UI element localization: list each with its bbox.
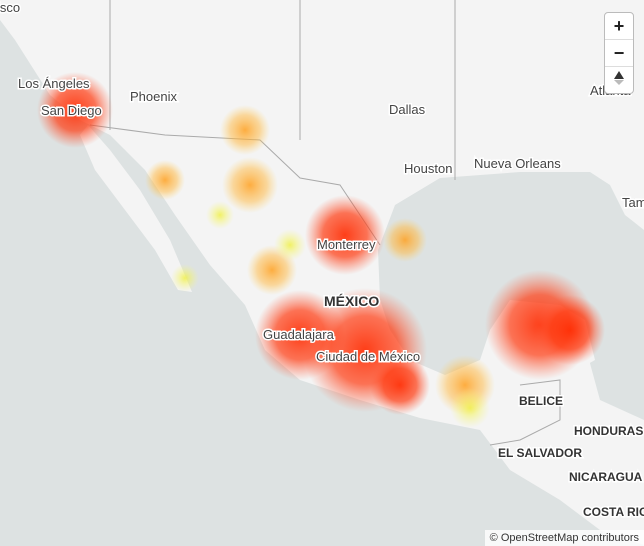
country-label: MÉXICO xyxy=(324,293,379,309)
place-label: Tam xyxy=(622,195,644,210)
country-label: HONDURAS xyxy=(574,424,643,438)
place-label: Nueva Orleans xyxy=(474,156,561,171)
country-label: EL SALVADOR xyxy=(498,446,582,460)
place-label: isco xyxy=(0,0,20,15)
compass-icon xyxy=(614,71,624,85)
reset-north-button[interactable] xyxy=(605,67,633,93)
place-label: Guadalajara xyxy=(263,327,335,342)
country-label: NICARAGUA xyxy=(569,470,643,484)
place-label: Los Ángeles xyxy=(18,76,90,91)
place-label: Houston xyxy=(404,161,452,176)
country-label: BELICE xyxy=(519,394,563,408)
place-label: San Diego xyxy=(41,103,102,118)
place-label: Phoenix xyxy=(130,89,177,104)
baja xyxy=(80,125,192,292)
place-label: Dallas xyxy=(389,102,426,117)
zoom-in-button[interactable]: + xyxy=(605,13,633,40)
zoom-controls: + − xyxy=(604,12,634,94)
place-label: Monterrey xyxy=(317,237,376,252)
heatmap xyxy=(37,72,605,428)
zoom-out-button[interactable]: − xyxy=(605,40,633,67)
place-label: Ciudad de México xyxy=(316,349,420,364)
attribution: © OpenStreetMap contributors xyxy=(484,530,644,546)
country-label: COSTA RICA xyxy=(583,505,644,519)
